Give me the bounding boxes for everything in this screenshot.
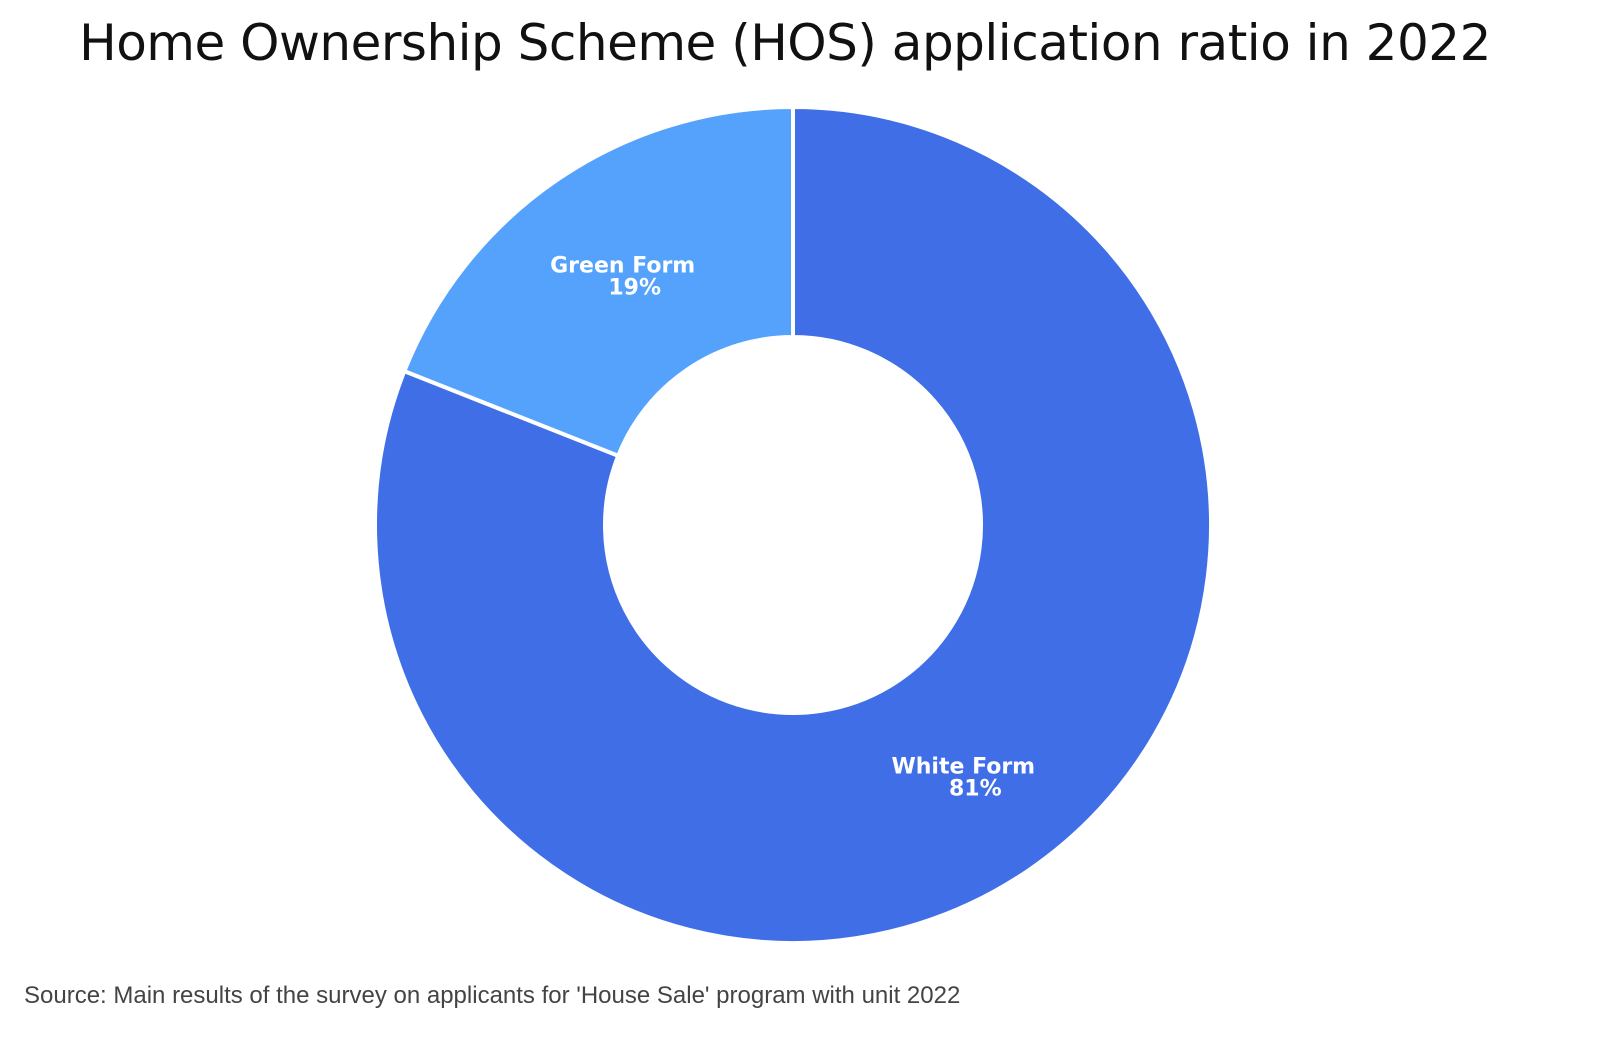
slice-green-form xyxy=(402,105,795,458)
chart-title: Home Ownership Scheme (HOS) application … xyxy=(79,14,1491,72)
source-note: Source: Main results of the survey on ap… xyxy=(24,982,961,1009)
slice-label: White Form xyxy=(892,755,1036,780)
slice-label: Green Form xyxy=(550,253,695,278)
slice-white-form xyxy=(373,105,1213,945)
slice-value-label: 81% xyxy=(949,777,1002,802)
slice-value-label: 19% xyxy=(608,275,661,300)
